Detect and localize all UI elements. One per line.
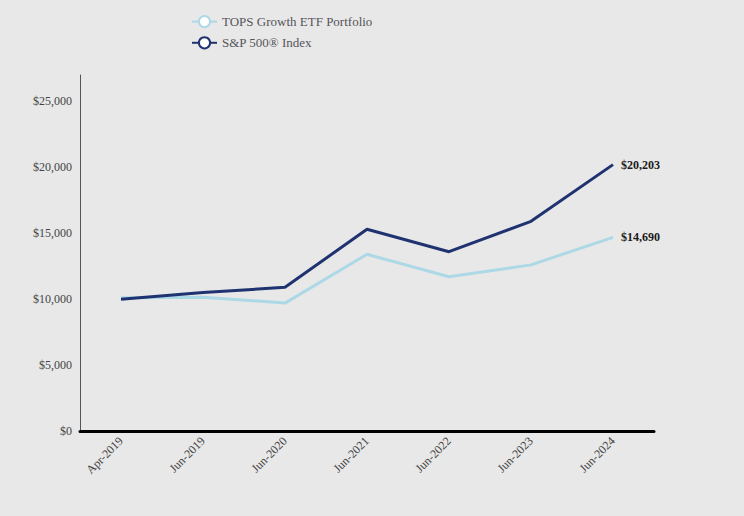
svg-text:Jun-2020: Jun-2020 [249, 434, 290, 475]
svg-text:$10,000: $10,000 [33, 292, 72, 306]
svg-text:Apr-2019: Apr-2019 [83, 434, 126, 477]
svg-text:TOPS Growth ETF Portfolio: TOPS Growth ETF Portfolio [222, 14, 372, 29]
svg-text:$15,000: $15,000 [33, 226, 72, 240]
svg-text:$14,690: $14,690 [621, 230, 660, 244]
svg-text:S&P 500® Index: S&P 500® Index [222, 35, 312, 50]
svg-text:$5,000: $5,000 [39, 358, 72, 372]
svg-text:Jun-2024: Jun-2024 [577, 434, 618, 475]
svg-text:$20,203: $20,203 [621, 158, 660, 172]
svg-text:$0: $0 [60, 424, 72, 438]
svg-text:Jun-2023: Jun-2023 [495, 434, 536, 475]
svg-text:Jun-2019: Jun-2019 [167, 434, 208, 475]
svg-text:Jun-2022: Jun-2022 [413, 434, 454, 475]
svg-text:$25,000: $25,000 [33, 94, 72, 108]
svg-text:$20,000: $20,000 [33, 160, 72, 174]
svg-text:Jun-2021: Jun-2021 [331, 434, 372, 475]
